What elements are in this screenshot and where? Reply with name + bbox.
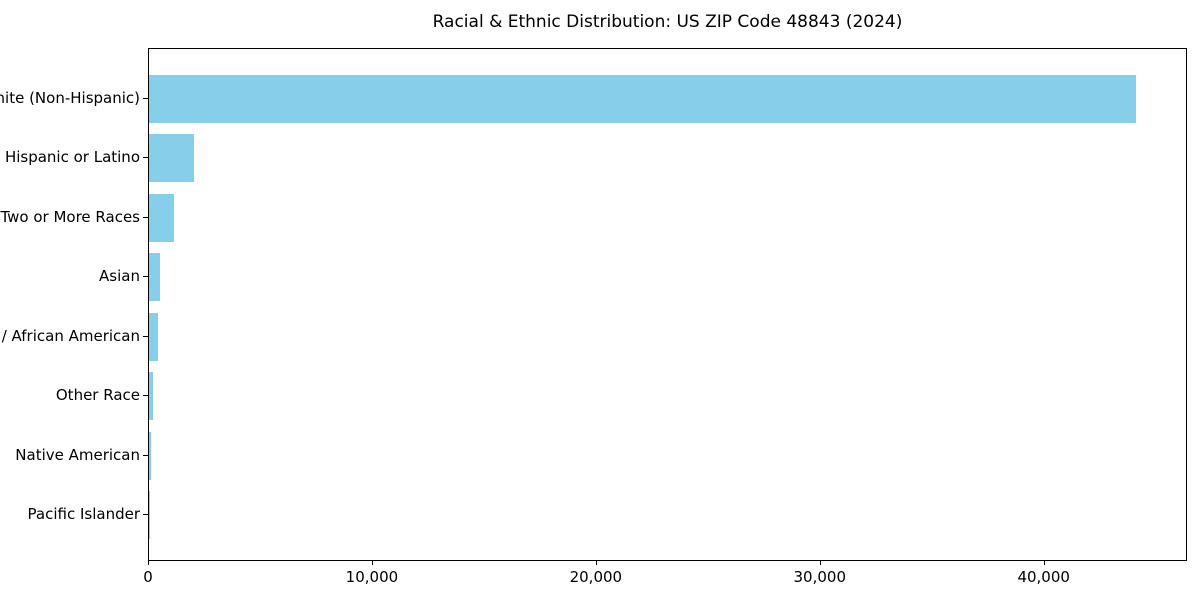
x-axis-tick xyxy=(371,561,373,565)
x-axis-tick-label: 40,000 xyxy=(1017,568,1070,586)
y-axis-tick xyxy=(143,335,148,337)
plot-area xyxy=(148,48,1187,561)
y-axis-label-pacific-islander: Pacific Islander xyxy=(27,505,140,523)
y-axis-tick xyxy=(143,216,148,218)
y-axis-label-hispanic-or-latino: Hispanic or Latino xyxy=(4,148,140,167)
x-axis-tick-label: 30,000 xyxy=(793,568,847,586)
y-axis-label-native-american: Native American xyxy=(15,445,140,464)
bar-white-non-hispanic xyxy=(149,75,1137,123)
bar-black-african-american xyxy=(149,312,158,361)
x-axis-tick xyxy=(148,561,149,565)
x-axis-tick-label: 20,000 xyxy=(569,568,623,586)
bar-hispanic-or-latino xyxy=(149,134,194,183)
y-axis-label-asian: Asian xyxy=(99,267,140,286)
y-axis-tick xyxy=(143,395,148,397)
y-axis-label-black-african-american: Black / African American xyxy=(0,326,140,345)
y-axis-label-two-or-more-races: Two or More Races xyxy=(0,207,140,226)
bar-two-or-more-races xyxy=(149,193,174,242)
y-axis-tick xyxy=(143,454,148,456)
bar-other-race xyxy=(149,372,153,421)
y-axis-label-white-non-hispanic: White (Non-Hispanic) xyxy=(0,89,140,107)
y-axis-tick xyxy=(143,98,148,99)
x-axis-tick-label: 10,000 xyxy=(345,568,399,586)
y-axis-label-other-race: Other Race xyxy=(55,386,140,405)
x-axis-tick-label: 0 xyxy=(143,568,153,586)
y-axis-tick xyxy=(143,157,148,159)
y-axis-tick xyxy=(143,276,148,278)
bar-asian xyxy=(149,253,160,302)
x-axis-tick xyxy=(819,561,821,565)
chart-title: Racial & Ethnic Distribution: US ZIP Cod… xyxy=(432,12,903,32)
x-axis-tick xyxy=(1043,561,1045,565)
bar-native-american xyxy=(149,431,151,480)
x-axis-tick xyxy=(595,561,597,565)
y-axis-tick xyxy=(143,514,148,515)
